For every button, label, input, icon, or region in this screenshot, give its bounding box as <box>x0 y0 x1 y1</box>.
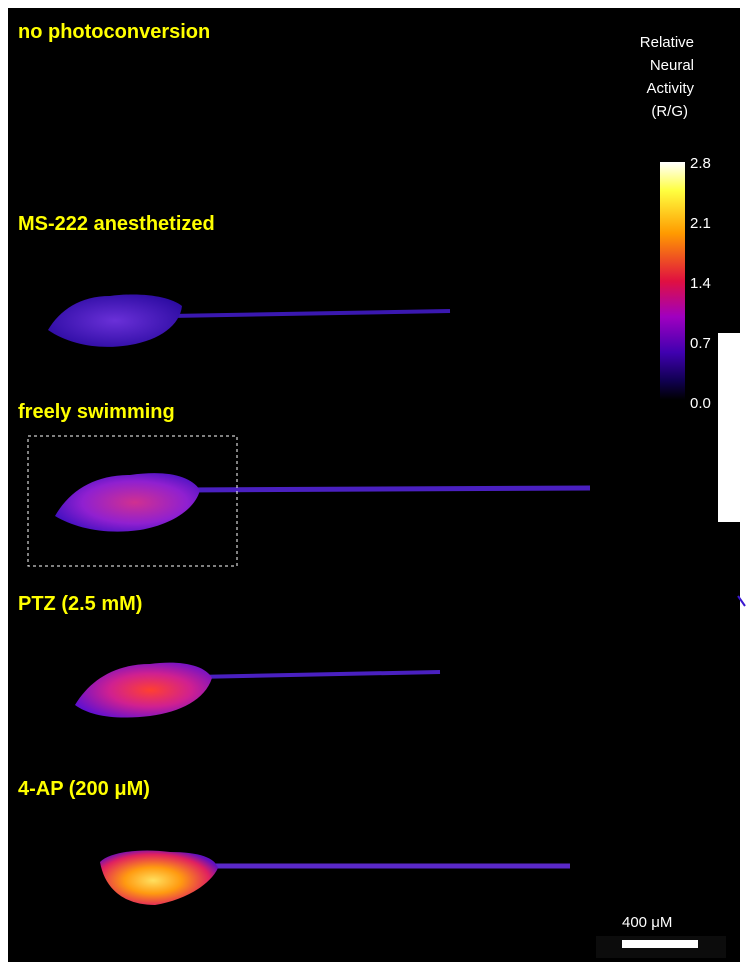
scale-bar <box>622 940 698 948</box>
colorbar-title: Activity <box>646 80 694 97</box>
panel-label: 4-AP (200 μM) <box>18 778 150 800</box>
scale-bar-label: 400 μM <box>622 914 672 931</box>
white-patch <box>718 333 748 522</box>
figure: no photoconversion MS-222 anesthetized f… <box>0 0 748 967</box>
colorbar-title: Neural <box>650 57 694 74</box>
colorbar-title: Relative <box>640 34 694 51</box>
panel-label: MS-222 anesthetized <box>18 213 215 235</box>
colorbar-title: (R/G) <box>651 103 688 120</box>
colorbar <box>660 162 685 400</box>
colorbar-tick-label: 0.0 <box>690 395 711 412</box>
colorbar-tick-label: 2.1 <box>690 215 711 232</box>
colorbar-tick-label: 1.4 <box>690 275 711 292</box>
colorbar-tick-label: 2.8 <box>690 155 711 172</box>
colorbar-tick-label: 0.7 <box>690 335 711 352</box>
panel-label: PTZ (2.5 mM) <box>18 593 142 615</box>
panel-label: no photoconversion <box>18 21 210 43</box>
panel-label: freely swimming <box>18 401 175 423</box>
